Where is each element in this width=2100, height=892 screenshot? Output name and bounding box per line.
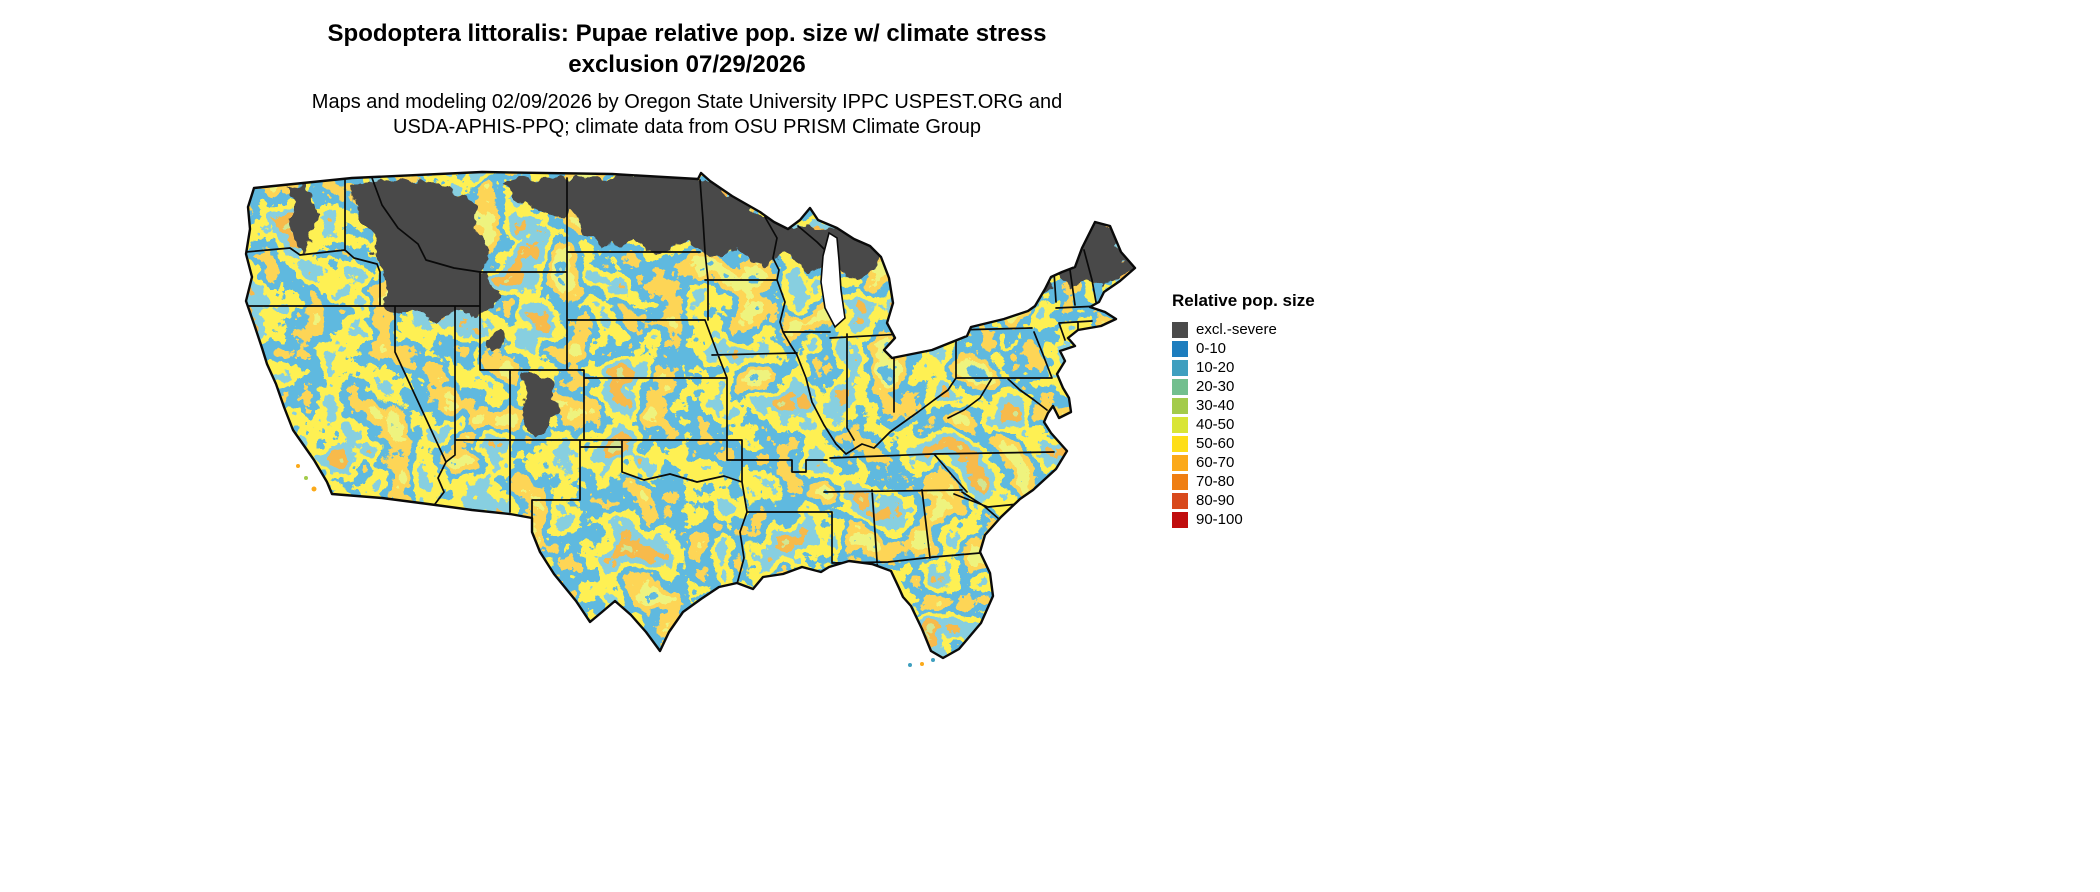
legend-item: excl.-severe xyxy=(1172,320,1382,339)
legend-label: 40-50 xyxy=(1196,416,1235,433)
legend-swatch xyxy=(1172,492,1188,509)
legend-item: 60-70 xyxy=(1172,453,1382,472)
legend-item: 90-100 xyxy=(1172,510,1382,529)
legend-swatch xyxy=(1172,378,1188,395)
lake-michigan xyxy=(820,231,846,329)
legend-item: 10-20 xyxy=(1172,358,1382,377)
legend-label: 0-10 xyxy=(1196,340,1227,357)
legend-title: Relative pop. size xyxy=(1172,291,1315,310)
map-subtitle: Maps and modeling 02/09/2026 by Oregon S… xyxy=(0,90,1374,140)
excluded-region-blob xyxy=(504,176,878,279)
excluded-region-blob xyxy=(350,180,492,324)
legend-swatch xyxy=(1172,321,1188,338)
legend: Relative pop. size excl.-severe 0-10 10-… xyxy=(1172,291,1382,529)
excluded-region-blob xyxy=(287,184,317,256)
legend-item: 50-60 xyxy=(1172,434,1382,453)
state-borders xyxy=(246,177,1101,585)
map-subtitle-line2: USDA-APHIS-PPQ; climate data from OSU PR… xyxy=(393,116,981,138)
map-title: Spodoptera littoralis: Pupae relative po… xyxy=(0,18,1374,80)
map-subtitle-line1: Maps and modeling 02/09/2026 by Oregon S… xyxy=(311,91,1063,113)
map-title-line1: Spodoptera littoralis: Pupae relative po… xyxy=(327,20,1047,47)
map-title-line2: exclusion 07/29/2026 xyxy=(568,51,806,78)
legend-item: 30-40 xyxy=(1172,396,1382,415)
legend-item: 80-90 xyxy=(1172,491,1382,510)
legend-item: 20-30 xyxy=(1172,377,1382,396)
legend-label: 20-30 xyxy=(1196,378,1235,395)
legend-item: 70-80 xyxy=(1172,472,1382,491)
legend-label: excl.-severe xyxy=(1196,321,1277,338)
legend-swatch xyxy=(1172,473,1188,490)
florida-keys xyxy=(908,658,935,667)
legend-item: 40-50 xyxy=(1172,415,1382,434)
legend-swatch xyxy=(1172,454,1188,471)
legend-label: 90-100 xyxy=(1196,511,1243,528)
excluded-region-blob xyxy=(484,332,505,349)
legend-label: 30-40 xyxy=(1196,397,1235,414)
excluded-region-blob xyxy=(1054,223,1132,290)
legend-swatch xyxy=(1172,416,1188,433)
legend-swatch xyxy=(1172,340,1188,357)
us-map-svg xyxy=(244,170,1137,667)
excluded-region-blob xyxy=(842,243,878,279)
legend-label: 80-90 xyxy=(1196,492,1235,509)
legend-label: 50-60 xyxy=(1196,435,1235,452)
legend-swatch xyxy=(1172,511,1188,528)
legend-swatch xyxy=(1172,435,1188,452)
legend-label: 60-70 xyxy=(1196,454,1235,471)
legend-swatch xyxy=(1172,397,1188,414)
legend-items: excl.-severe 0-10 10-20 20-30 30-40 40-5… xyxy=(1172,320,1382,529)
us-outline xyxy=(244,170,1137,660)
legend-label: 70-80 xyxy=(1196,473,1235,490)
legend-item: 0-10 xyxy=(1172,339,1382,358)
channel-islands xyxy=(296,464,317,492)
us-map xyxy=(232,160,1142,670)
legend-label: 10-20 xyxy=(1196,359,1235,376)
excluded-region-blob xyxy=(520,369,558,436)
legend-swatch xyxy=(1172,359,1188,376)
